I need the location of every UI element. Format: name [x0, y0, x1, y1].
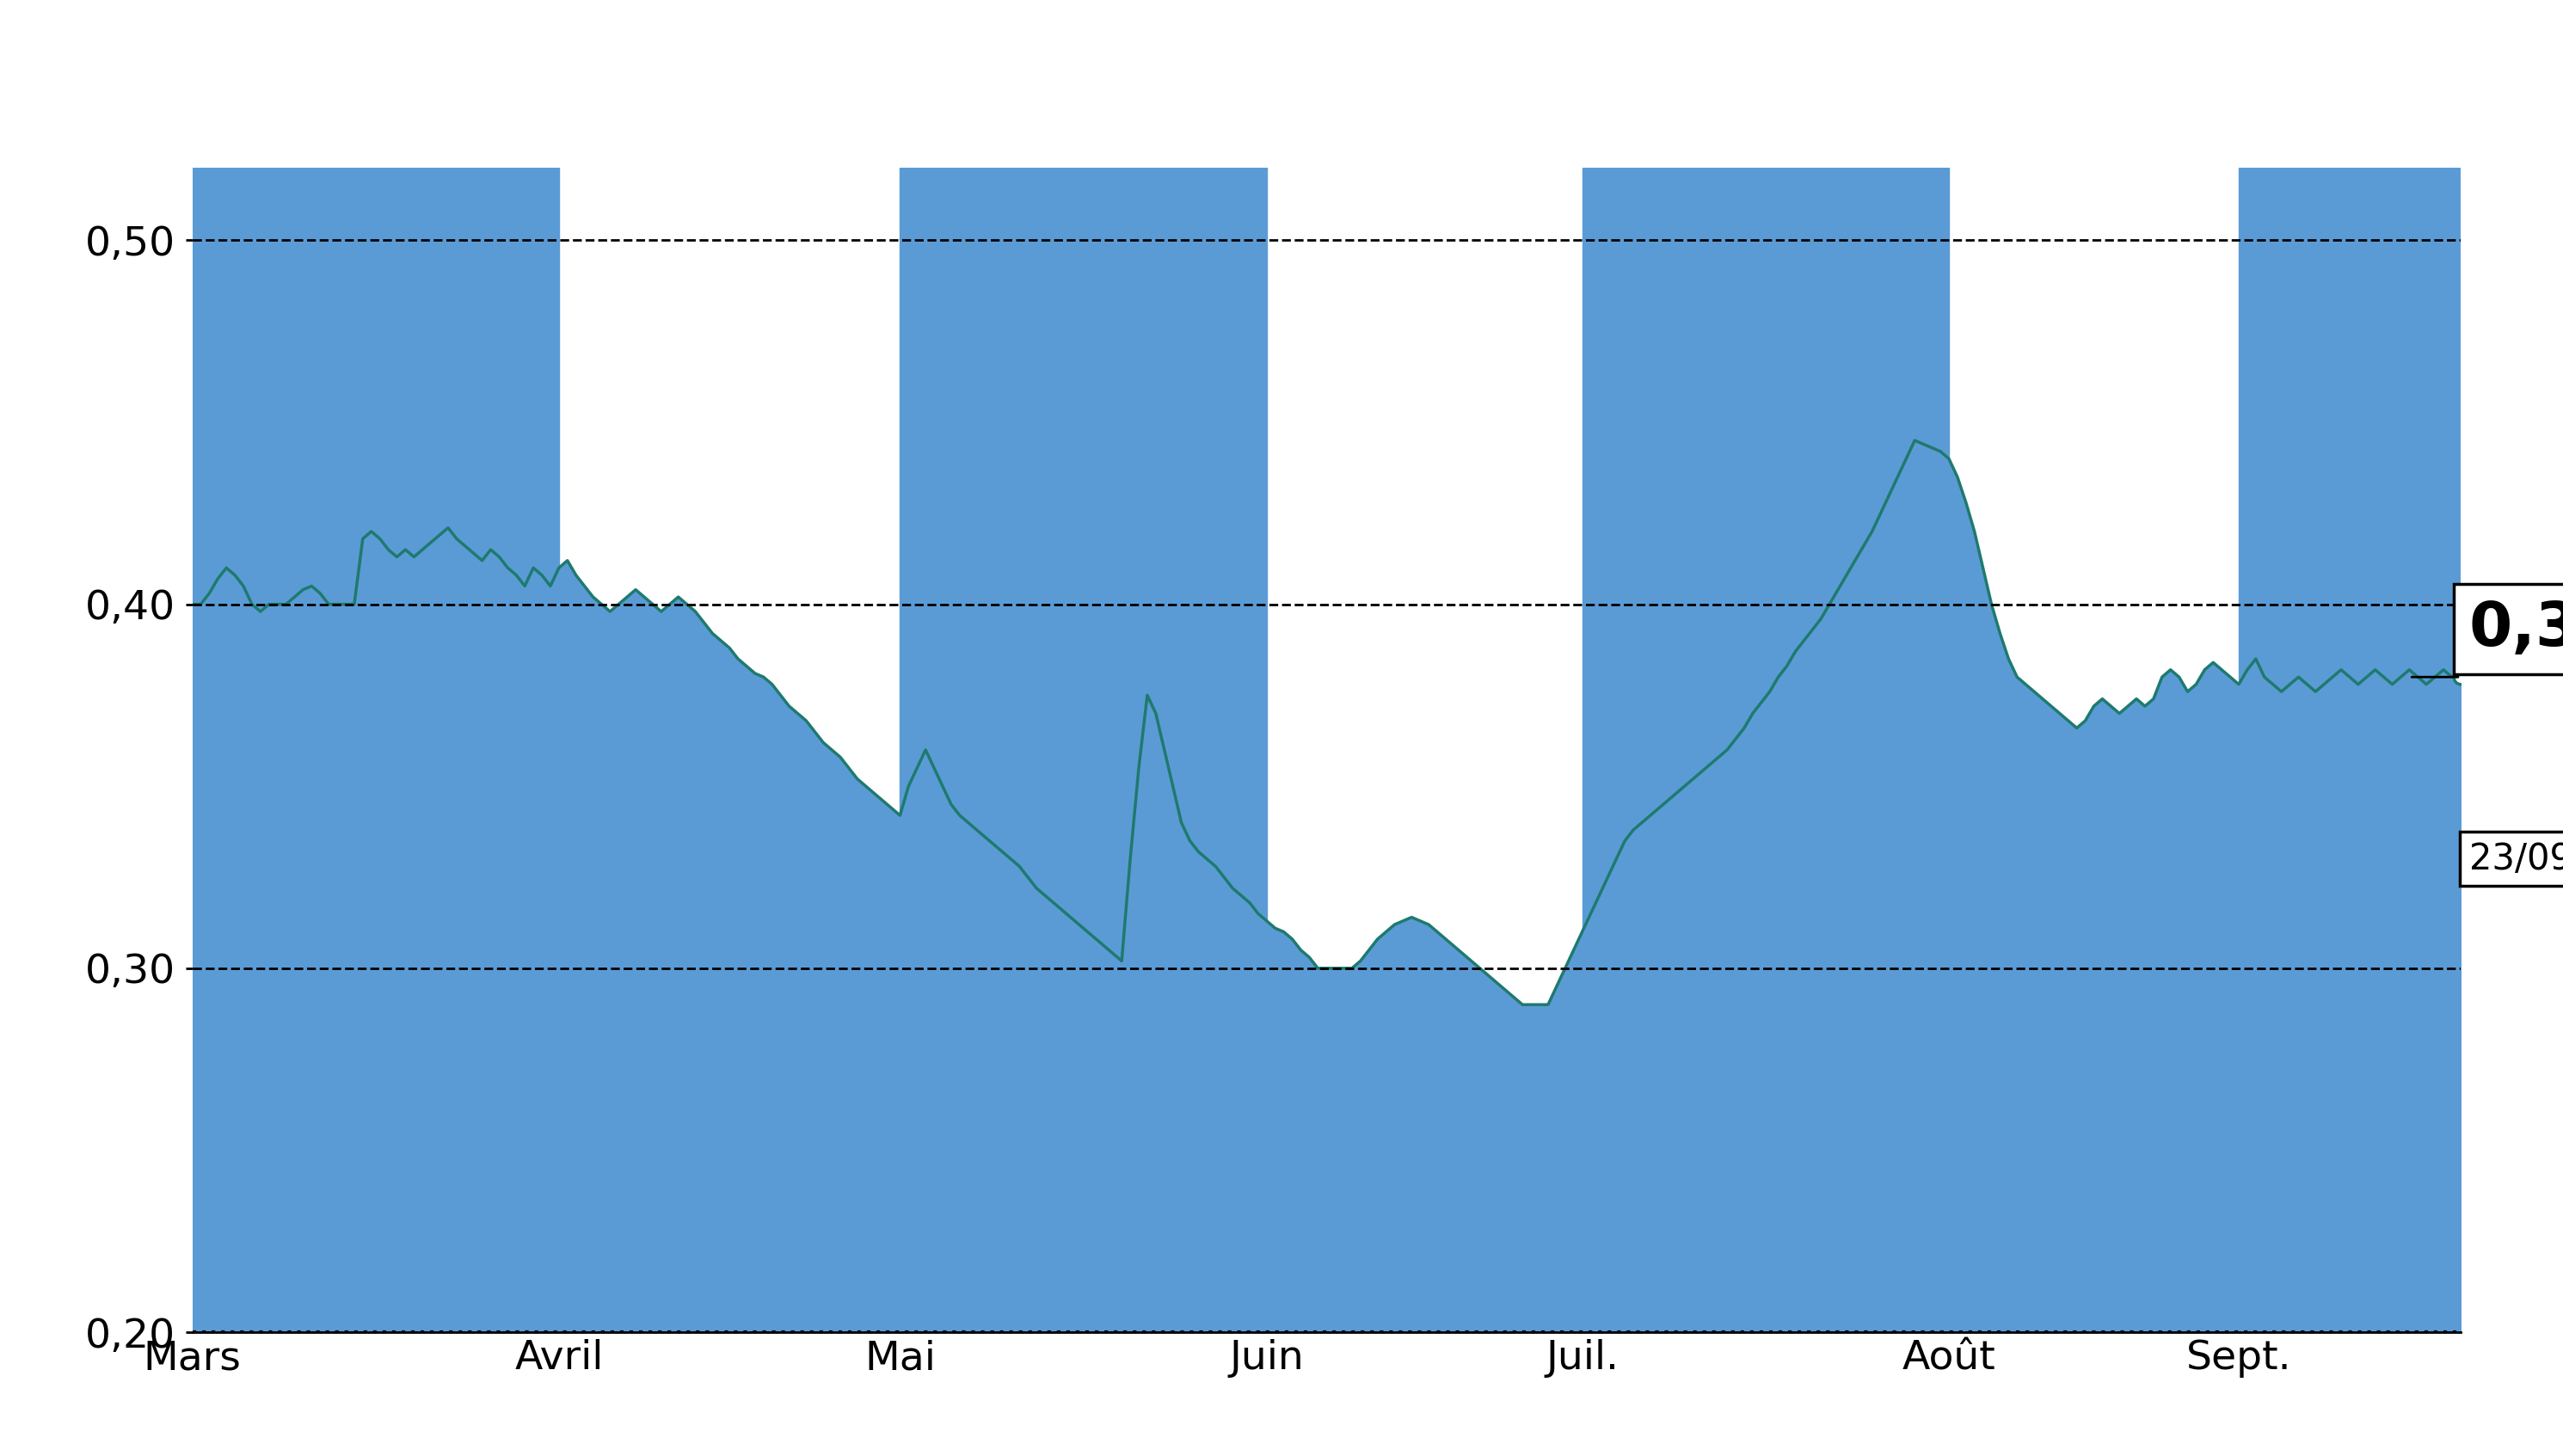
Bar	[1581, 167, 1948, 1332]
Bar	[192, 167, 559, 1332]
Text: GENSIGHT BIOLOGICS: GENSIGHT BIOLOGICS	[697, 38, 1866, 130]
Bar	[900, 167, 1266, 1332]
Text: 23/09: 23/09	[2468, 842, 2563, 877]
Bar	[2237, 167, 2555, 1332]
Text: 0,38: 0,38	[2468, 600, 2563, 658]
